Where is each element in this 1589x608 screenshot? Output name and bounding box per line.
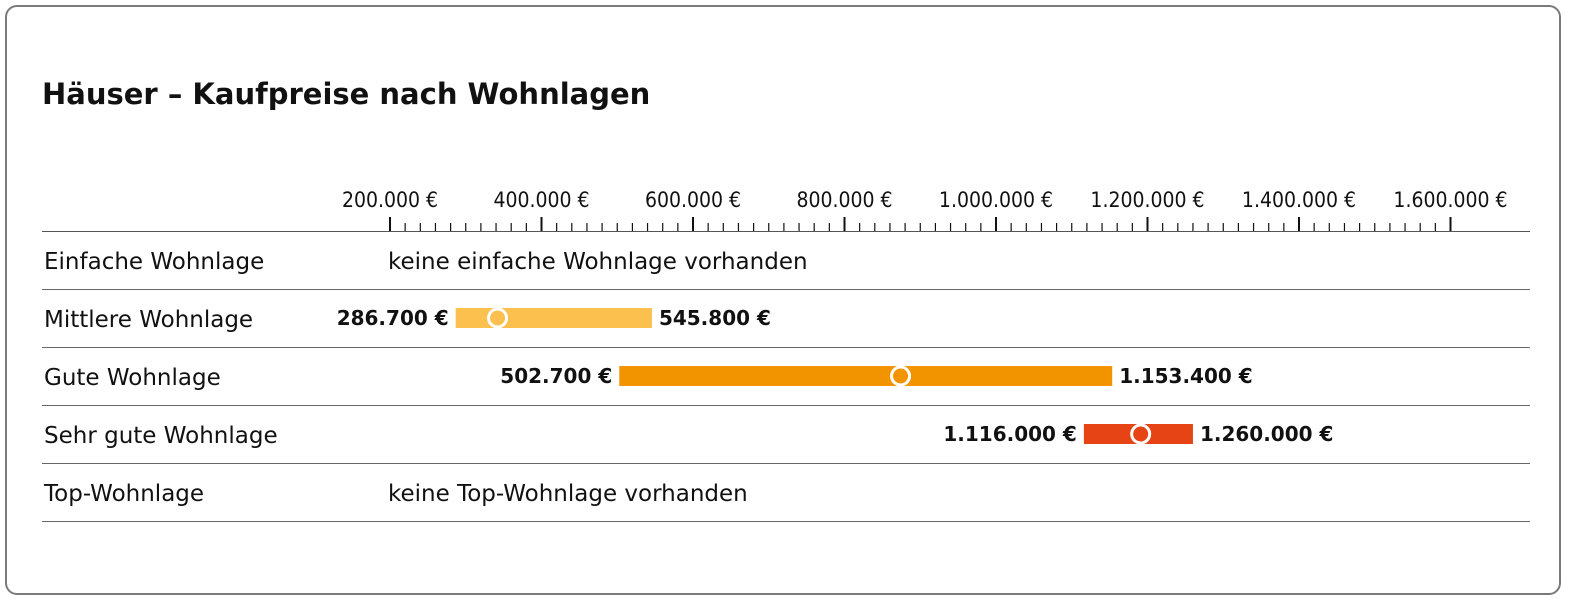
row-note: keine einfache Wohnlage vorhanden	[388, 249, 808, 275]
tick-label: 1.000.000 €	[939, 188, 1053, 212]
chart-rows: Einfache Wohnlage keine einfache Wohnlage…	[42, 249, 1530, 522]
row-note: keine Top-Wohnlage vorhanden	[388, 481, 748, 507]
tick-label: 1.400.000 €	[1242, 188, 1356, 212]
row-label: Gute Wohnlage	[44, 365, 221, 391]
chart-row: Top-Wohnlage keine Top-Wohnlage vorhanden	[42, 481, 1530, 522]
max-value-label: 1.153.400 €	[1119, 364, 1253, 388]
min-value-label: 1.116.000 €	[943, 422, 1077, 446]
chart-row: Mittlere Wohnlage 286.700 € 545.800 €	[42, 306, 1530, 348]
tick-label: 600.000 €	[645, 188, 741, 212]
min-value-label: 502.700 €	[500, 364, 612, 388]
range-bar	[619, 366, 1113, 386]
tick-label: 200.000 €	[342, 188, 438, 212]
min-value-label: 286.700 €	[337, 306, 449, 330]
tick-label: 400.000 €	[493, 188, 589, 212]
median-marker	[1130, 423, 1152, 445]
row-label: Mittlere Wohnlage	[44, 307, 253, 333]
chart-row: Einfache Wohnlage keine einfache Wohnlage…	[42, 249, 1530, 290]
range-chart: Häuser – Kaufpreise nach Wohnlagen 200.0…	[42, 77, 1530, 522]
median-marker	[487, 307, 509, 329]
row-label: Einfache Wohnlage	[44, 249, 264, 275]
max-value-label: 545.800 €	[659, 306, 771, 330]
median-marker	[890, 365, 912, 387]
tick-label: 1.600.000 €	[1393, 188, 1507, 212]
tick-label: 800.000 €	[796, 188, 892, 212]
tick-label: 1.200.000 €	[1090, 188, 1204, 212]
max-value-label: 1.260.000 €	[1200, 422, 1334, 446]
chart-card: Häuser – Kaufpreise nach Wohnlagen 200.0…	[5, 5, 1561, 595]
chart-row: Gute Wohnlage 502.700 € 1.153.400 €	[42, 364, 1530, 406]
row-label: Sehr gute Wohnlage	[44, 423, 278, 449]
price-axis: 200.000 € 400.000 € 600.000 € 800.000 € 1.00…	[42, 188, 1530, 232]
row-label: Top-Wohnlage	[43, 481, 204, 507]
range-bar	[455, 308, 652, 328]
chart-row: Sehr gute Wohnlage 1.116.000 € 1.260.000 €	[42, 422, 1530, 464]
chart-title: Häuser – Kaufpreise nach Wohnlagen	[42, 77, 650, 111]
